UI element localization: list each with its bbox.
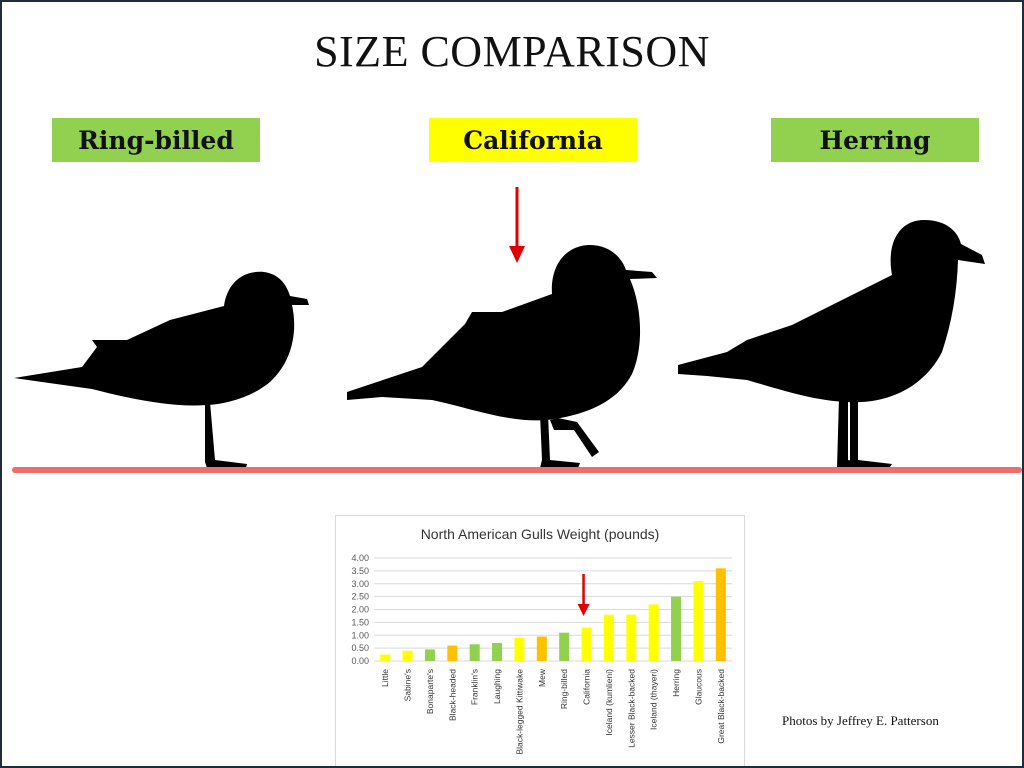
gull-scene	[12, 187, 1022, 473]
bar-lesser-black-backed	[626, 614, 637, 661]
x-tick-label: Black-headed	[447, 669, 457, 721]
california-gull-silhouette	[347, 245, 657, 468]
bar-mew	[536, 636, 547, 661]
x-tick-label: Mew	[537, 668, 547, 687]
chart-plot: 4.00 3.50 3.00 2.50 2.00 1.50 1.00 0.50 0.00 Litt…	[351, 553, 732, 755]
herring-gull-silhouette	[678, 220, 985, 470]
label-california: California	[429, 118, 637, 162]
bar-california	[581, 627, 592, 661]
slide-title: SIZE COMPARISON	[314, 27, 710, 76]
x-tick-label: Lesser Black-backed	[626, 669, 636, 748]
ground-line	[12, 467, 1022, 473]
bar-black-legged-kittiwake	[514, 637, 525, 661]
x-tick-label: Great Black-backed	[716, 669, 726, 744]
bar-little	[380, 654, 391, 661]
bar-bonaparte-s	[424, 649, 435, 661]
y-tick-label: 2.50	[351, 592, 369, 602]
chart-pointer-arrow-head	[577, 604, 590, 616]
x-tick-label: Laughing	[492, 669, 502, 704]
x-tick-label: Little	[380, 669, 390, 687]
label-herring: Herring	[771, 118, 979, 162]
x-tick-label: California	[582, 669, 592, 705]
photo-credit: Photos by Jeffrey E. Patterson	[782, 713, 939, 728]
bar-glaucous	[693, 581, 704, 661]
y-tick-label: 4.00	[351, 553, 369, 563]
x-tick-label: Herring	[671, 669, 681, 697]
bar-black-headed	[447, 645, 458, 661]
bar-laughing	[492, 642, 503, 661]
x-tick-label: Bonaparte's	[425, 669, 435, 714]
bar-iceland-thayeri	[648, 604, 659, 661]
x-tick-label: Sabine's	[403, 669, 413, 701]
y-tick-label: 1.50	[351, 617, 369, 627]
bar-ring-billed	[559, 632, 570, 661]
y-tick-label: 2.00	[351, 605, 369, 615]
x-tick-label: Franklin's	[470, 669, 480, 705]
y-tick-label: 0.00	[351, 656, 369, 666]
y-tick-label: 1.00	[351, 630, 369, 640]
bar-sabine-s	[402, 650, 413, 661]
california-pointer-arrow	[509, 187, 525, 263]
y-tick-label: 0.50	[351, 643, 369, 653]
bar-iceland-kumlieni	[603, 614, 614, 661]
label-ring-billed: Ring-billed	[52, 118, 260, 162]
bar-great-black-backed	[715, 568, 726, 661]
ring-billed-gull-silhouette	[14, 271, 309, 468]
x-tick-label: Ring-billed	[559, 669, 569, 709]
x-tick-label: Glaucous	[693, 669, 703, 705]
gull-weight-chart: North American Gulls Weight (pounds) 4.0…	[335, 515, 745, 766]
bar-herring	[671, 596, 682, 661]
bar-franklin-s	[469, 644, 480, 661]
x-tick-label: Iceland (kumlieni)	[604, 669, 614, 736]
y-tick-label: 3.50	[351, 566, 369, 576]
chart-title: North American Gulls Weight (pounds)	[420, 526, 660, 542]
x-tick-label: Iceland (thayeri)	[649, 669, 659, 730]
y-tick-label: 3.00	[351, 579, 369, 589]
x-tick-label: Black-legged Kittiwake	[514, 669, 524, 755]
